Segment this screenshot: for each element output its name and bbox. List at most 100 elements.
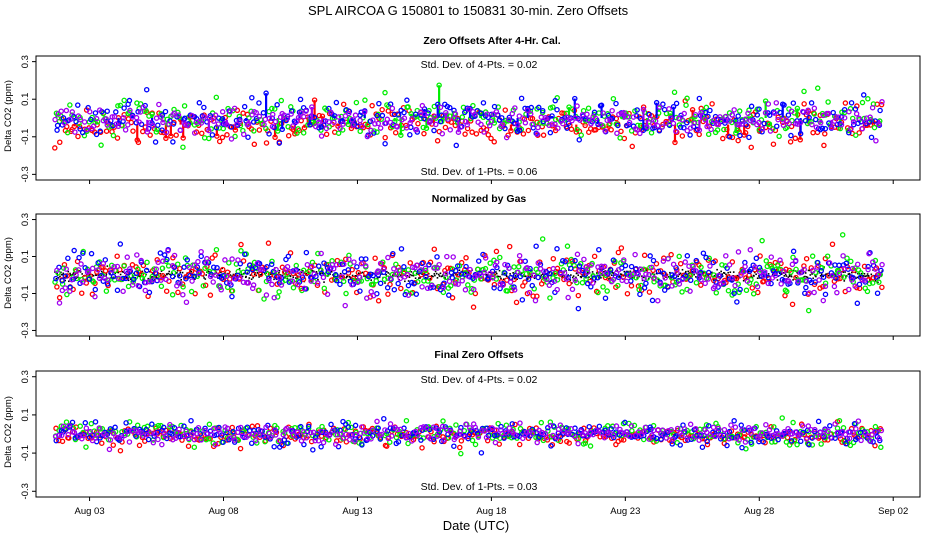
data-point [100, 270, 103, 273]
data-point [315, 437, 322, 444]
data-point [452, 280, 459, 287]
data-point [209, 132, 216, 138]
data-point [698, 282, 704, 288]
data-point [377, 260, 384, 267]
data-point [696, 127, 703, 133]
data-point [221, 267, 223, 270]
data-point [737, 132, 743, 139]
data-point [705, 276, 711, 282]
data-point [252, 276, 254, 279]
data-point [241, 275, 244, 278]
data-point [229, 274, 232, 276]
data-point [401, 269, 408, 275]
data-point [66, 422, 73, 429]
data-point [194, 431, 200, 437]
data-point [825, 273, 828, 275]
data-point [459, 114, 466, 120]
data-point [588, 121, 594, 127]
data-point [210, 264, 217, 270]
data-point [772, 270, 778, 277]
data-point [831, 283, 838, 290]
data-point [869, 280, 876, 286]
data-point [134, 252, 140, 258]
data-point [418, 109, 424, 115]
data-point [512, 272, 514, 274]
data-point [602, 128, 608, 134]
y-tick-label: 0.1 [20, 408, 31, 421]
data-point [853, 111, 860, 117]
data-point [119, 273, 122, 276]
data-point [628, 263, 635, 270]
data-point [529, 275, 532, 278]
data-point [104, 108, 110, 114]
data-point [807, 269, 810, 272]
data-point [749, 285, 756, 291]
data-point [833, 275, 839, 281]
data-point [159, 272, 166, 279]
data-point [745, 110, 751, 117]
data-point [509, 110, 516, 117]
data-point [565, 294, 571, 301]
data-point [145, 436, 152, 443]
data-point [368, 436, 374, 442]
data-point [706, 255, 713, 262]
data-point [577, 274, 580, 277]
data-point [181, 271, 184, 274]
data-point [288, 111, 294, 117]
data-point [775, 262, 781, 268]
data-point [834, 429, 841, 436]
data-point [679, 117, 686, 123]
data-point [843, 280, 846, 282]
data-point [310, 280, 313, 283]
data-point [852, 283, 858, 289]
data-point [596, 423, 603, 430]
data-point [756, 106, 762, 112]
data-point [681, 110, 687, 117]
data-point [860, 92, 867, 98]
data-point [370, 281, 376, 287]
data-point [540, 132, 547, 138]
data-point [771, 424, 777, 430]
data-point [67, 102, 73, 108]
data-point [296, 275, 299, 277]
data-point [778, 433, 785, 439]
data-point [748, 103, 755, 110]
data-point [797, 431, 804, 438]
data-point [357, 272, 360, 275]
data-point [449, 295, 456, 301]
data-point [60, 423, 67, 430]
data-point [327, 274, 330, 276]
data-point [318, 250, 324, 257]
data-point [191, 262, 198, 268]
data-point [728, 422, 734, 428]
data-point [276, 275, 283, 281]
data-point [429, 278, 431, 280]
data-point [803, 436, 810, 442]
data-point [520, 115, 526, 121]
data-point [122, 127, 129, 133]
data-point [171, 425, 178, 431]
data-point [552, 270, 559, 277]
data-point [216, 424, 222, 431]
data-point [849, 276, 852, 279]
data-point [309, 104, 315, 110]
data-point [349, 277, 352, 279]
data-point [223, 273, 230, 280]
data-point [735, 249, 742, 255]
data-point [441, 275, 444, 277]
data-point [375, 298, 382, 304]
data-point [142, 278, 144, 280]
data-point [635, 271, 642, 277]
data-point [207, 270, 210, 273]
data-point [240, 279, 247, 286]
data-point [506, 425, 513, 431]
data-point [809, 253, 816, 259]
data-point [409, 115, 415, 122]
data-point [211, 425, 217, 432]
data-point [729, 275, 735, 281]
data-point [69, 109, 76, 115]
data-point [820, 273, 823, 276]
data-point [422, 267, 429, 274]
data-point [376, 277, 379, 279]
data-point [604, 429, 611, 436]
